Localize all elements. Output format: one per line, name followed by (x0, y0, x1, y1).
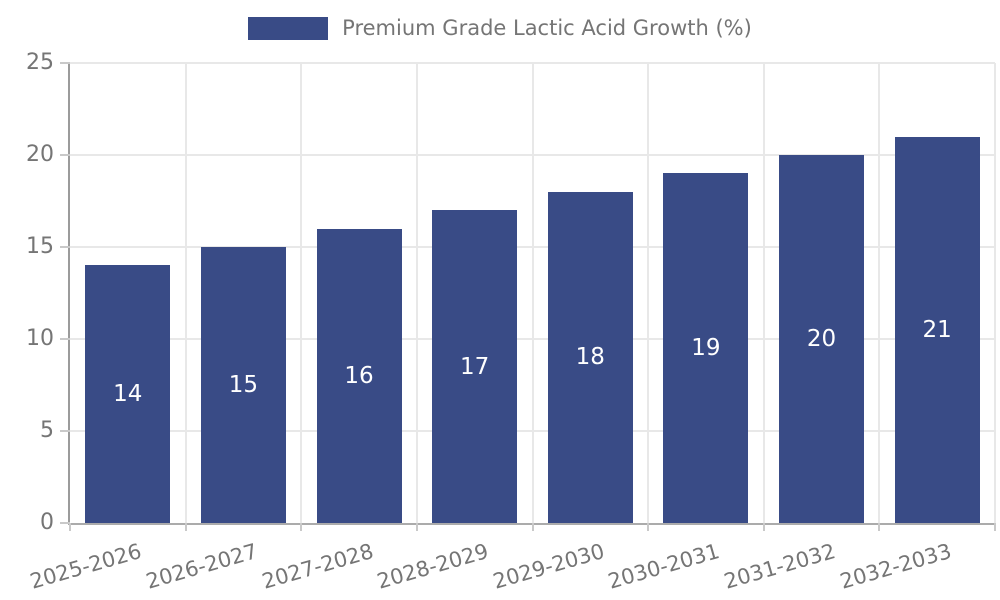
x-tick-mark (762, 523, 765, 531)
x-tick-label: 2027-2028 (259, 539, 376, 594)
y-tick-mark (60, 430, 70, 432)
bar-2030-2031 (663, 173, 749, 523)
x-tick-label: 2028-2029 (374, 539, 492, 594)
y-tick-mark (60, 246, 70, 248)
y-axis-tick-labels: 0 5 10 15 20 25 (0, 50, 54, 535)
legend-swatch-icon (248, 16, 329, 40)
v-gridline (300, 63, 303, 523)
y-tick-label: 5 (40, 418, 54, 443)
bar-2027-2028 (316, 228, 402, 523)
bar-2026-2027 (200, 247, 286, 523)
x-axis-tick-labels: 2025-2026 2026-2027 2027-2028 2028-2029 2029… (28, 527, 993, 597)
v-gridline (994, 63, 996, 523)
y-tick-label: 0 (40, 510, 54, 535)
y-tick-label: 10 (26, 326, 54, 351)
bar-value-label: 17 (460, 353, 490, 380)
plot-area: 14 15 16 17 18 19 20 21 (60, 62, 996, 531)
bar-value-label: 21 (922, 316, 952, 343)
y-tick-label: 20 (26, 142, 54, 167)
bar-value-label: 20 (806, 326, 837, 352)
x-tick-label: 2030-2031 (605, 539, 723, 594)
bar-2029-2030 (547, 191, 633, 523)
v-gridline (184, 63, 187, 523)
x-tick-mark (300, 523, 303, 531)
x-tick-label: 2025-2026 (27, 539, 145, 594)
bar-2031-2032 (779, 155, 865, 523)
y-tick-label: 15 (26, 234, 54, 259)
x-tick-label: 2026-2027 (143, 539, 261, 594)
x-tick-label: 2029-2030 (490, 539, 607, 594)
y-tick-mark (60, 62, 70, 64)
x-tick-mark (994, 523, 996, 531)
bar-value-label: 16 (344, 362, 374, 389)
bar-value-label: 18 (575, 344, 605, 371)
v-gridline (647, 63, 650, 523)
v-gridline (878, 63, 881, 523)
bar-value-label: 14 (113, 381, 143, 408)
legend-label: Premium Grade Lactic Acid Growth (%) (342, 16, 752, 40)
y-tick-mark (60, 338, 70, 340)
x-tick-mark (69, 523, 71, 531)
x-tick-mark (415, 523, 418, 531)
v-gridline (415, 63, 418, 523)
y-tick-mark (60, 154, 70, 156)
chart-legend: Premium Grade Lactic Acid Growth (%) (0, 16, 1000, 40)
bar-2028-2029 (432, 210, 518, 523)
bar-value-label: 15 (228, 372, 259, 398)
bar-value-label: 19 (691, 335, 721, 362)
x-tick-label: 2031-2032 (721, 539, 839, 594)
x-tick-mark (184, 523, 187, 531)
y-tick-label: 25 (26, 50, 54, 75)
bar-2025-2026 (85, 265, 171, 523)
x-tick-mark (531, 523, 534, 531)
y-tick-mark (60, 522, 70, 524)
x-tick-mark (647, 523, 650, 531)
bar-2032-2033 (894, 136, 980, 523)
v-gridline (762, 63, 765, 523)
x-tick-mark (878, 523, 881, 531)
v-gridline (531, 63, 534, 523)
x-tick-label: 2032-2033 (837, 539, 954, 594)
